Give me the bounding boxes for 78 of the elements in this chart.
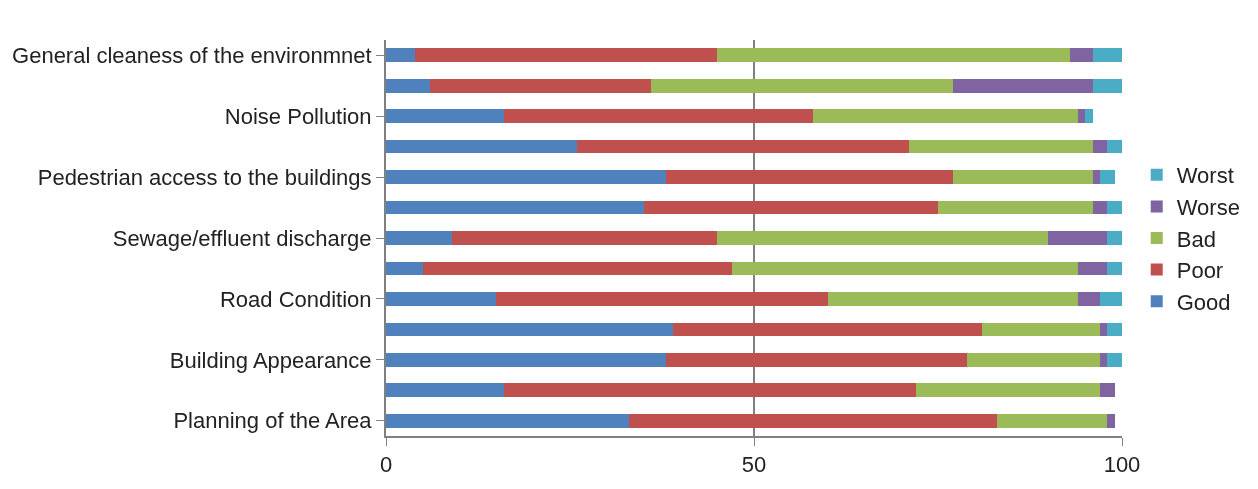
- y-tick-label: Road Condition: [219, 286, 372, 312]
- bar: [1099, 170, 1115, 184]
- bar: [386, 139, 578, 154]
- y-tick-label: Sewage/effluent discharge: [112, 225, 372, 251]
- bar: [982, 322, 1100, 337]
- bar: [650, 78, 953, 93]
- bar: [1048, 231, 1108, 245]
- bar: [938, 200, 1093, 215]
- bar: [1085, 109, 1093, 124]
- bar: [503, 383, 916, 398]
- bar: [812, 109, 1078, 124]
- bar: [1107, 322, 1122, 337]
- legend-label: Worse: [1176, 194, 1240, 220]
- bar: [386, 413, 629, 428]
- bar: [731, 261, 1078, 276]
- bar: [952, 78, 1093, 93]
- bar: [1107, 352, 1122, 367]
- bar: [496, 292, 828, 306]
- bar: [915, 383, 1100, 398]
- bar: [827, 292, 1078, 306]
- bar: [628, 413, 997, 428]
- bar: [717, 231, 1049, 245]
- x-tick-label: 0: [379, 452, 393, 478]
- bar: [386, 383, 504, 398]
- y-tick-label: Noise Pollution: [224, 103, 372, 129]
- bar: [1070, 48, 1093, 63]
- bar: [452, 231, 718, 245]
- bar: [1077, 109, 1086, 124]
- legend-label: Bad: [1176, 226, 1216, 252]
- bar: [386, 352, 666, 367]
- bar: [577, 139, 909, 154]
- bar: [1092, 78, 1122, 93]
- bar: [1107, 139, 1122, 154]
- bar: [996, 413, 1108, 428]
- bar: [673, 322, 983, 337]
- bar: [643, 200, 938, 215]
- bar: [503, 109, 813, 124]
- bar: [386, 78, 431, 93]
- bar: [1107, 231, 1122, 245]
- bar: [415, 48, 718, 63]
- bar: [1099, 352, 1108, 367]
- legend-label: Worst: [1176, 163, 1234, 189]
- bar: [665, 352, 968, 367]
- bar: [1092, 170, 1100, 184]
- legend-label: Good: [1176, 289, 1231, 315]
- bar: [430, 78, 651, 93]
- y-tick-label: Building Appearance: [169, 347, 372, 373]
- bar: [717, 48, 1071, 63]
- y-tick-label: Pedestrian access to the buildings: [37, 164, 372, 190]
- bar: [967, 352, 1100, 367]
- x-tick-label: 100: [1103, 452, 1141, 478]
- bar: [386, 170, 666, 184]
- legend-label: Poor: [1176, 258, 1224, 284]
- bar: [386, 292, 497, 306]
- bar: [1107, 413, 1115, 428]
- bar: [665, 170, 953, 184]
- bar: [908, 139, 1093, 154]
- bar: [422, 261, 732, 276]
- y-tick-label: General cleaness of the environmnet: [12, 42, 372, 68]
- bar: [386, 48, 416, 63]
- x-tick-label: 50: [741, 452, 767, 478]
- bar: [952, 170, 1093, 184]
- bar: [386, 109, 504, 124]
- bar: [1107, 261, 1122, 276]
- bar: [1099, 322, 1108, 337]
- bar: [386, 322, 674, 337]
- bar: [1077, 261, 1108, 276]
- bar: [386, 231, 453, 245]
- bar: [1092, 200, 1108, 215]
- bar: [1099, 383, 1115, 398]
- bar: [386, 200, 644, 215]
- bar: [1077, 292, 1100, 306]
- bar: [1092, 139, 1108, 154]
- bar: [1092, 48, 1122, 63]
- y-tick-label: Planning of the Area: [173, 408, 373, 434]
- bar: [1099, 292, 1122, 306]
- bar: [386, 261, 423, 276]
- bar: [1107, 200, 1122, 215]
